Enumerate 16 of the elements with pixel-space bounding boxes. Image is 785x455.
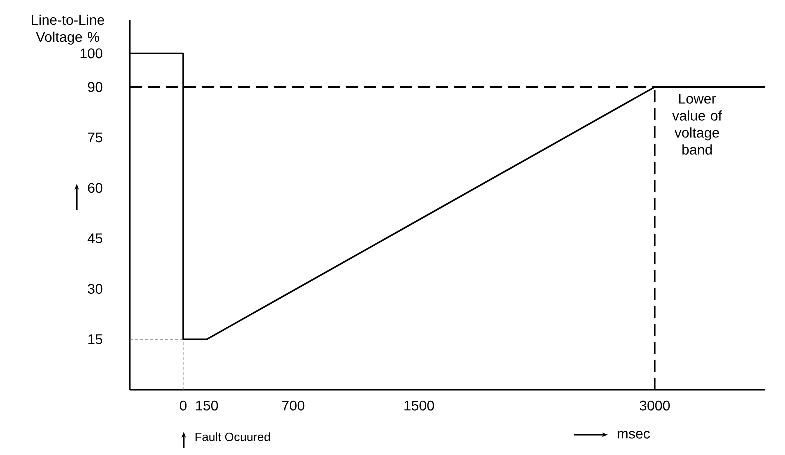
y-tick-label: 100 bbox=[80, 48, 103, 59]
x-tick-label: 700 bbox=[282, 400, 305, 411]
y-tick-label: 15 bbox=[88, 334, 103, 344]
y-tick-label: 60 bbox=[88, 183, 103, 194]
x-tick-label: 0 bbox=[180, 400, 187, 411]
y-tick-label: 45 bbox=[88, 234, 103, 244]
y-axis-title: Line-to-Line Voltage % bbox=[32, 14, 104, 45]
y-tick-label: 90 bbox=[88, 82, 103, 92]
x-tick-label: 1500 bbox=[404, 400, 434, 411]
x-tick-label: 3000 bbox=[640, 400, 670, 411]
y-tick-label: 30 bbox=[88, 284, 103, 294]
y-tick-label: 75 bbox=[88, 132, 103, 143]
x-axis-title: msec bbox=[618, 431, 650, 439]
x-tick-label: 150 bbox=[196, 400, 218, 411]
text: Fault Ocuured bbox=[196, 432, 270, 442]
annotation: Lower value of voltage band bbox=[672, 94, 722, 155]
